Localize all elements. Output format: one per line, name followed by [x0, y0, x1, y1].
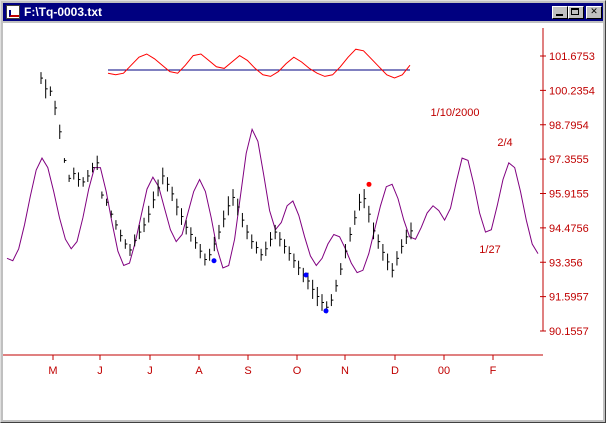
x-tick-label: N — [341, 365, 349, 377]
low-marker — [211, 258, 217, 264]
cycle-line — [6, 127, 539, 274]
low-marker — [323, 308, 329, 314]
x-tick-label: S — [244, 365, 251, 377]
x-tick-label: A — [195, 365, 203, 377]
y-tick-label: 90.1557 — [549, 326, 589, 338]
x-tick-label: J — [97, 365, 103, 377]
y-tick-label: 100.2354 — [549, 85, 595, 97]
oscillator-panel — [107, 48, 411, 79]
price-bars-group — [40, 72, 413, 314]
annotations-group: 1/10/2000 2/4 1/27 — [431, 107, 513, 256]
chart-app-icon[interactable] — [6, 5, 20, 19]
low-marker — [303, 272, 309, 278]
chart-area[interactable]: 101.6753 100.2354 98.7954 97.3555 95.9155 94.… — [3, 23, 603, 420]
annotation-label: 1/10/2000 — [431, 107, 480, 119]
y-tick-label: 101.6753 — [549, 51, 595, 63]
annotation-label: 1/27 — [479, 244, 500, 256]
high-marker — [366, 181, 372, 187]
x-tick-label: 00 — [438, 365, 450, 377]
minimize-button[interactable] — [552, 6, 568, 19]
x-tick-label: F — [490, 365, 497, 377]
x-tick-label: J — [147, 365, 153, 377]
axes-group: 101.6753 100.2354 98.7954 97.3555 95.9155 94.… — [3, 28, 595, 377]
close-button[interactable] — [586, 6, 602, 19]
y-tick-label: 97.3555 — [549, 154, 589, 166]
y-tick-label: 95.9155 — [549, 189, 589, 201]
oscillator-line — [107, 48, 411, 79]
y-tick-label: 91.5957 — [549, 292, 589, 304]
price-chart: 101.6753 100.2354 98.7954 97.3555 95.9155 94.… — [3, 28, 595, 377]
y-tick-label: 93.356 — [549, 257, 583, 269]
x-tick-label: M — [48, 365, 57, 377]
maximize-button[interactable] — [568, 6, 584, 19]
pivot-markers-group — [211, 181, 372, 314]
annotation-label: 2/4 — [497, 137, 512, 149]
x-tick-label: D — [391, 365, 399, 377]
cycle-line-group — [6, 127, 539, 274]
y-tick-label: 98.7954 — [549, 120, 589, 132]
window-title: F:\Tq-0003.txt — [24, 5, 103, 19]
x-tick-label: O — [293, 365, 302, 377]
title-bar[interactable]: F:\Tq-0003.txt — [3, 3, 603, 21]
y-tick-label: 94.4756 — [549, 223, 589, 235]
